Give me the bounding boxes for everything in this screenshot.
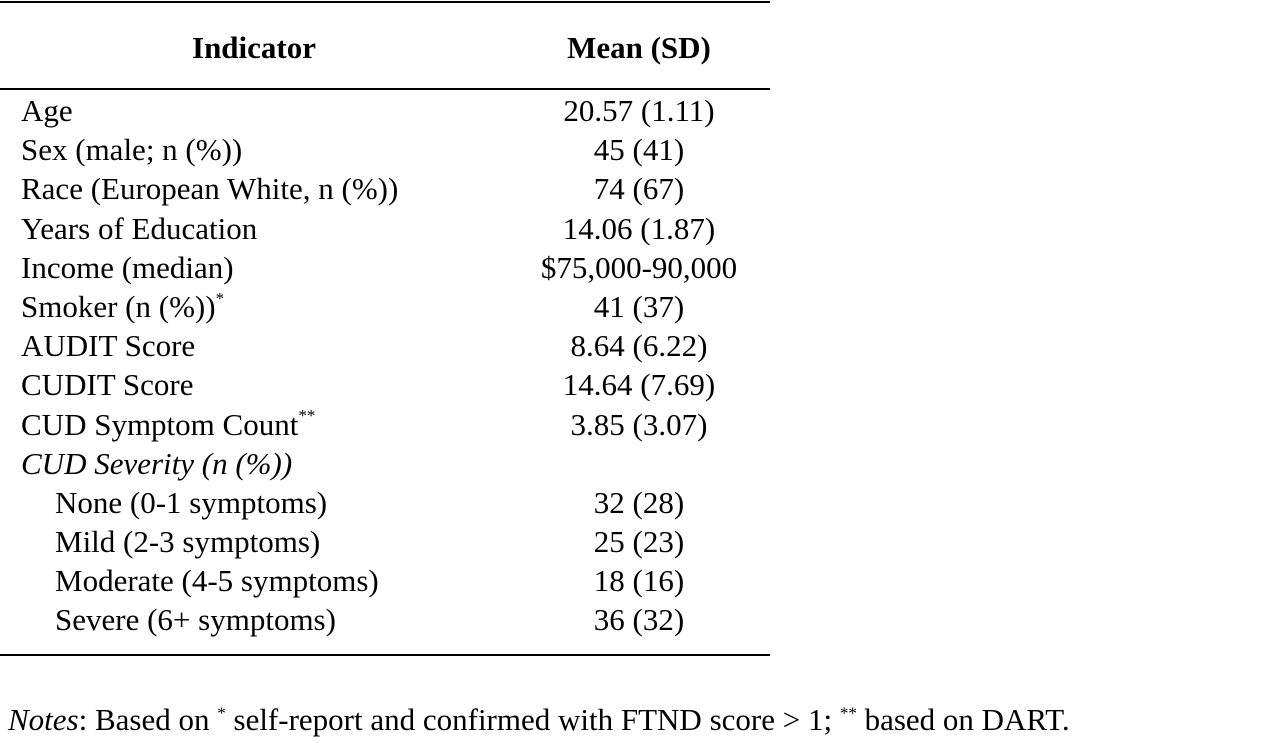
row-label-with-marker: CUD Symptom Count** xyxy=(21,405,315,444)
notes-label: Notes xyxy=(8,702,79,737)
row-value: 14.06 (1.87) xyxy=(562,210,716,246)
table-row: Income (median) $75,000-90,000 xyxy=(0,248,770,287)
row-label: Mild (2-3 symptoms) xyxy=(55,524,321,560)
row-value: 18 (16) xyxy=(593,563,685,599)
table-bottom-rule xyxy=(0,654,770,656)
row-label: Smoker (n (%)) xyxy=(21,288,216,324)
table-row: Sex (male; n (%)) 45 (41) xyxy=(0,130,770,169)
row-label: None (0-1 symptoms) xyxy=(55,484,328,520)
row-label: Race (European White, n (%)) xyxy=(21,171,399,207)
row-value: 20.57 (1.11) xyxy=(563,93,715,128)
footnote-marker: ** xyxy=(298,406,316,426)
row-label: Age xyxy=(21,93,73,128)
table-top-rule xyxy=(0,1,770,3)
footnote-marker: * xyxy=(215,288,225,308)
row-label-with-marker: Smoker (n (%))* xyxy=(21,287,224,326)
row-value: 74 (67) xyxy=(593,171,685,207)
table-header-rule xyxy=(0,88,770,90)
row-label: Years of Education xyxy=(21,210,258,246)
row-value: 25 (23) xyxy=(593,524,685,560)
table-notes: Notes: Based on * self-report and confir… xyxy=(8,700,1070,740)
row-value: 45 (41) xyxy=(593,132,685,168)
table-row: Age 20.57 (1.11) xyxy=(0,91,770,130)
table-row: Smoker (n (%))* 41 (37) xyxy=(0,287,770,326)
notes-text: self-report and confirmed with FTND scor… xyxy=(225,702,840,737)
row-value: 32 (28) xyxy=(593,484,685,520)
footnote-marker: ** xyxy=(839,703,857,723)
row-value: $75,000-90,000 xyxy=(540,249,738,285)
header-indicator: Indicator xyxy=(192,30,316,65)
header-mean-sd: Mean (SD) xyxy=(567,30,711,65)
row-label: CUDIT Score xyxy=(21,367,194,403)
row-label: Sex (male; n (%)) xyxy=(21,132,243,168)
table-row: CUDIT Score 14.64 (7.69) xyxy=(0,365,770,404)
row-label: AUDIT Score xyxy=(21,328,196,364)
table-subrow: Moderate (4-5 symptoms) 18 (16) xyxy=(0,561,770,600)
notes-text: based on DART. xyxy=(856,702,1070,737)
row-label: Severe (6+ symptoms) xyxy=(55,602,336,638)
footnote-marker: * xyxy=(217,703,226,723)
table-subrow: Mild (2-3 symptoms) 25 (23) xyxy=(0,522,770,561)
row-value: 36 (32) xyxy=(593,602,685,638)
table-subrow: None (0-1 symptoms) 32 (28) xyxy=(0,483,770,522)
row-label: Income (median) xyxy=(21,249,234,285)
row-value: 3.85 (3.07) xyxy=(570,406,708,442)
row-value: 14.64 (7.69) xyxy=(562,367,716,403)
row-value: 41 (37) xyxy=(593,288,685,324)
row-value: 8.64 (6.22) xyxy=(570,328,708,364)
table-row: Race (European White, n (%)) 74 (67) xyxy=(0,169,770,208)
table-group-row: CUD Severity (n (%)) xyxy=(0,444,770,483)
table-row: AUDIT Score 8.64 (6.22) xyxy=(0,326,770,365)
table-body: Age 20.57 (1.11) Sex (male; n (%)) 45 (4… xyxy=(0,91,770,640)
notes-text: : Based on xyxy=(78,702,218,737)
table-row: CUD Symptom Count** 3.85 (3.07) xyxy=(0,405,770,444)
table-subrow: Severe (6+ symptoms) 36 (32) xyxy=(0,600,770,639)
group-label: CUD Severity (n (%)) xyxy=(21,445,293,481)
row-label: Moderate (4-5 symptoms) xyxy=(55,563,379,599)
row-label: CUD Symptom Count xyxy=(21,406,299,442)
table-row: Years of Education 14.06 (1.87) xyxy=(0,209,770,248)
